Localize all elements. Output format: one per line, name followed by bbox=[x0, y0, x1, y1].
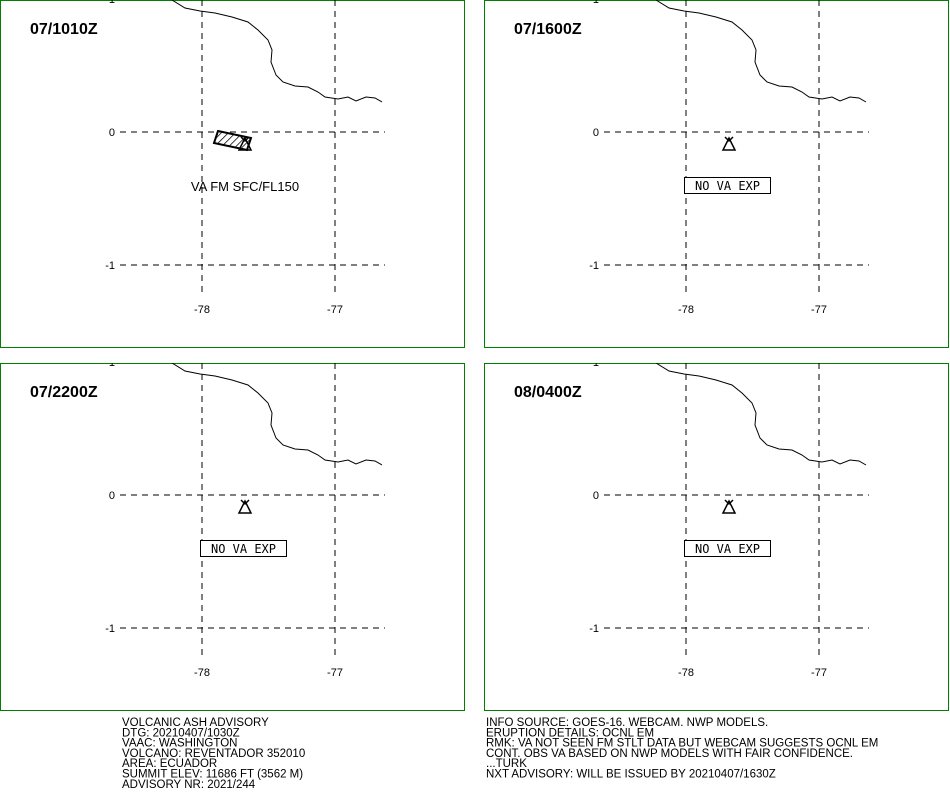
lat-label: 0 bbox=[593, 490, 599, 502]
time-label: 07/2200Z bbox=[30, 384, 98, 401]
panel-frame bbox=[0, 363, 465, 711]
coastline bbox=[655, 363, 867, 466]
lon-label: -78 bbox=[194, 667, 210, 679]
lon-label: -77 bbox=[811, 667, 827, 679]
map-area: 1 0 -1 -78 -77 bbox=[589, 0, 869, 316]
footer-line: INFO SOURCE: GOES-16. WEBCAM. NWP MODELS… bbox=[486, 717, 768, 729]
lat-label: -1 bbox=[589, 260, 599, 272]
lat-label: -1 bbox=[589, 623, 599, 635]
label-box bbox=[684, 540, 771, 557]
lat-label: 0 bbox=[109, 127, 115, 139]
va-label: VA FM SFC/FL150 bbox=[191, 179, 299, 194]
volcano-symbol bbox=[237, 499, 253, 514]
lat-label: 0 bbox=[109, 490, 115, 502]
map-panel: 1 0 -1 -78 -77 07/1600Z NO VA EXP bbox=[484, 0, 949, 348]
footer-line: SUMMIT ELEV: 11686 FT (3562 M) bbox=[122, 769, 303, 781]
footer-line: NXT ADVISORY: WILL BE ISSUED BY 20210407… bbox=[486, 769, 776, 781]
lat-label: 1 bbox=[593, 357, 599, 369]
label-box bbox=[684, 177, 771, 194]
volcano-symbol bbox=[721, 499, 737, 514]
lat-label: 1 bbox=[109, 357, 115, 369]
map-panel: 1 0 -1 -78 -77 07/2200Z NO VA EXP bbox=[0, 357, 465, 711]
lon-label: -77 bbox=[811, 304, 827, 316]
coastline bbox=[171, 363, 383, 466]
panel-frame bbox=[0, 0, 465, 348]
label-box bbox=[200, 540, 287, 557]
va-label: NO VA EXP bbox=[695, 542, 760, 556]
footer-line: ADVISORY NR: 2021/244 bbox=[122, 779, 256, 791]
lon-label: -78 bbox=[678, 304, 694, 316]
panel-frame bbox=[484, 0, 949, 348]
footer-line: ...TURK bbox=[486, 758, 527, 770]
map-panel: 1 0 -1 -78 -77 07/1010Z VA FM SFC/FL150 bbox=[0, 0, 465, 348]
time-label: 08/0400Z bbox=[514, 384, 582, 401]
lon-label: -77 bbox=[327, 667, 343, 679]
va-label: NO VA EXP bbox=[695, 179, 760, 193]
footer-line: VOLCANIC ASH ADVISORY bbox=[122, 717, 269, 729]
time-label: 07/1600Z bbox=[514, 21, 582, 38]
lon-label: -78 bbox=[194, 304, 210, 316]
va-label: NO VA EXP bbox=[211, 542, 276, 556]
lon-label: -77 bbox=[327, 304, 343, 316]
map-area: 1 0 -1 -78 -77 bbox=[589, 357, 869, 679]
footer-line: RMK: VA NOT SEEN FM STLT DATA BUT WEBCAM… bbox=[486, 738, 878, 750]
footer-line: VOLCANO: REVENTADOR 352010 bbox=[122, 748, 305, 760]
footer-line: AREA: ECUADOR bbox=[122, 758, 217, 770]
volcano-symbol bbox=[721, 136, 737, 151]
map-area: 1 0 -1 -78 -77 bbox=[105, 0, 385, 316]
lat-label: 0 bbox=[593, 127, 599, 139]
coastline bbox=[655, 0, 867, 103]
map-panel: 1 0 -1 -78 -77 08/0400Z NO VA EXP bbox=[484, 357, 949, 711]
lat-label: 1 bbox=[593, 0, 599, 6]
lat-label: 1 bbox=[109, 0, 115, 6]
lat-label: -1 bbox=[105, 260, 115, 272]
footer-line: DTG: 20210407/1030Z bbox=[122, 727, 240, 739]
volcano-symbol bbox=[237, 136, 253, 151]
coastline bbox=[171, 0, 383, 103]
footer-line: ERUPTION DETAILS: OCNL EM bbox=[486, 727, 654, 739]
lat-label: -1 bbox=[105, 623, 115, 635]
map-area: 1 0 -1 -78 -77 bbox=[105, 357, 385, 679]
footer-line: CONT. OBS VA BASED ON NWP MODELS WITH FA… bbox=[486, 748, 853, 760]
footer-line: VAAC: WASHINGTON bbox=[122, 738, 237, 750]
panel-frame bbox=[484, 363, 949, 711]
time-label: 07/1010Z bbox=[30, 21, 98, 38]
lon-label: -78 bbox=[678, 667, 694, 679]
